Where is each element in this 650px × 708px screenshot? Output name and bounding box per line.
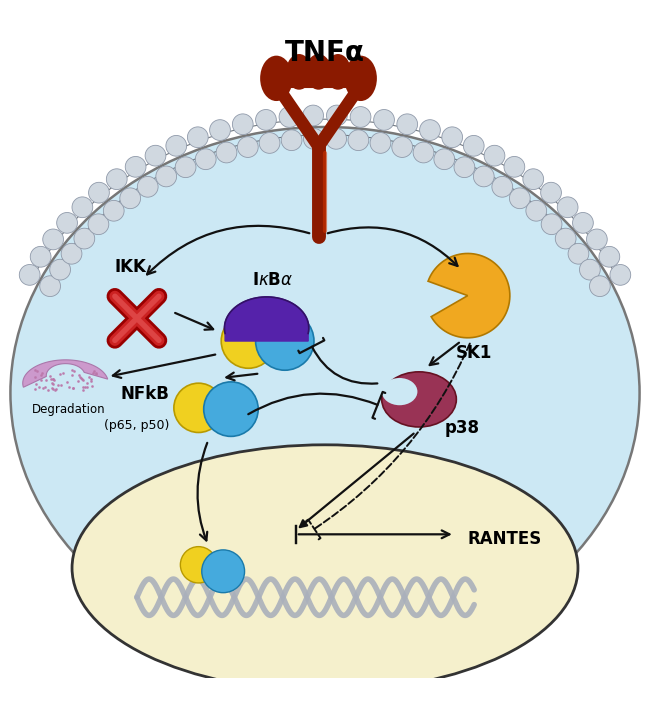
Circle shape: [57, 212, 77, 233]
Circle shape: [374, 110, 395, 130]
Circle shape: [237, 137, 258, 157]
Circle shape: [74, 228, 95, 249]
Circle shape: [40, 276, 60, 297]
Circle shape: [590, 276, 610, 297]
Circle shape: [255, 110, 276, 130]
Ellipse shape: [72, 445, 578, 691]
Circle shape: [202, 550, 244, 593]
Circle shape: [125, 156, 146, 177]
Circle shape: [541, 214, 562, 234]
Circle shape: [350, 107, 371, 127]
Circle shape: [420, 120, 440, 140]
Polygon shape: [428, 253, 510, 338]
Ellipse shape: [382, 372, 456, 427]
Circle shape: [88, 182, 109, 203]
Ellipse shape: [306, 54, 332, 90]
Circle shape: [557, 197, 578, 217]
Circle shape: [166, 135, 187, 156]
Text: NFkB: NFkB: [120, 384, 170, 403]
Circle shape: [434, 149, 454, 170]
Circle shape: [61, 244, 82, 264]
Circle shape: [610, 265, 630, 285]
Text: p38: p38: [445, 419, 480, 437]
Circle shape: [216, 142, 237, 163]
Circle shape: [176, 157, 196, 178]
Text: Degradation: Degradation: [32, 403, 105, 416]
Polygon shape: [23, 360, 108, 387]
Circle shape: [326, 128, 346, 149]
Circle shape: [107, 169, 127, 190]
Circle shape: [580, 259, 600, 280]
Text: RANTES: RANTES: [468, 530, 542, 548]
Circle shape: [370, 132, 391, 154]
Circle shape: [120, 188, 140, 209]
Circle shape: [174, 383, 223, 433]
Circle shape: [504, 156, 525, 177]
Circle shape: [221, 314, 276, 368]
Polygon shape: [224, 297, 309, 341]
Circle shape: [145, 145, 166, 166]
Circle shape: [43, 229, 64, 250]
Circle shape: [573, 212, 593, 233]
Circle shape: [210, 120, 230, 140]
Circle shape: [348, 130, 369, 151]
Circle shape: [586, 229, 607, 250]
Circle shape: [492, 176, 513, 197]
Circle shape: [526, 200, 547, 221]
Text: TNFα: TNFα: [285, 40, 365, 67]
Circle shape: [484, 145, 505, 166]
Circle shape: [137, 176, 158, 197]
Ellipse shape: [344, 56, 377, 101]
Ellipse shape: [10, 127, 640, 659]
Text: (p65, p50): (p65, p50): [104, 419, 170, 432]
Text: I$\kappa$B$\alpha$: I$\kappa$B$\alpha$: [252, 271, 294, 289]
Circle shape: [304, 128, 324, 149]
Circle shape: [413, 142, 434, 163]
Ellipse shape: [260, 56, 292, 101]
Circle shape: [463, 135, 484, 156]
Circle shape: [20, 265, 40, 285]
Circle shape: [259, 132, 280, 154]
Circle shape: [255, 312, 314, 370]
Text: IKK: IKK: [114, 258, 146, 276]
Ellipse shape: [325, 54, 351, 90]
Circle shape: [568, 244, 589, 264]
Circle shape: [187, 127, 208, 148]
Circle shape: [180, 547, 216, 583]
Circle shape: [156, 166, 177, 187]
Circle shape: [281, 130, 302, 151]
Circle shape: [392, 137, 413, 157]
Circle shape: [510, 188, 530, 209]
Circle shape: [454, 157, 474, 178]
Circle shape: [196, 149, 216, 170]
Circle shape: [50, 259, 70, 280]
Circle shape: [31, 246, 51, 267]
Circle shape: [72, 197, 93, 217]
Circle shape: [442, 127, 463, 148]
Circle shape: [541, 182, 562, 203]
Ellipse shape: [382, 378, 417, 405]
Circle shape: [103, 200, 124, 221]
Circle shape: [599, 246, 619, 267]
Circle shape: [279, 107, 300, 127]
Circle shape: [88, 214, 109, 234]
Circle shape: [203, 382, 258, 436]
Text: SK1: SK1: [456, 344, 492, 362]
Ellipse shape: [286, 54, 312, 90]
Circle shape: [303, 105, 324, 126]
Circle shape: [473, 166, 494, 187]
Circle shape: [326, 105, 347, 126]
Circle shape: [555, 228, 576, 249]
Circle shape: [397, 114, 417, 135]
Circle shape: [233, 114, 253, 135]
Circle shape: [523, 169, 543, 190]
